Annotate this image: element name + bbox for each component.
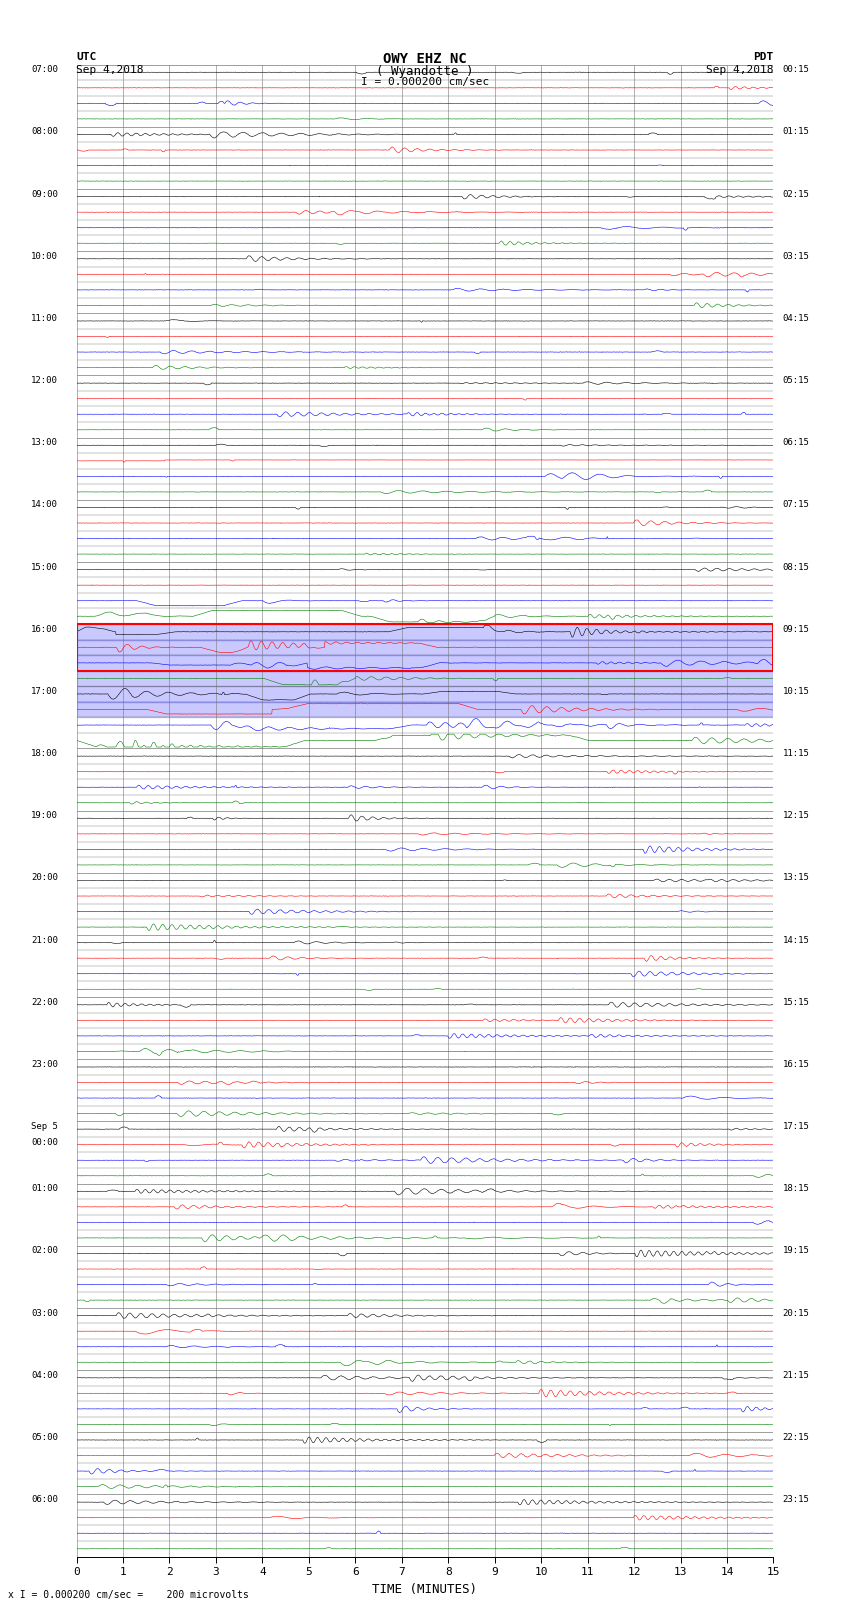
Text: 04:15: 04:15 xyxy=(783,315,810,323)
Text: 06:00: 06:00 xyxy=(31,1495,58,1505)
Text: 05:15: 05:15 xyxy=(783,376,810,386)
Text: Sep 4,2018: Sep 4,2018 xyxy=(706,65,774,74)
Text: 02:15: 02:15 xyxy=(783,190,810,198)
Bar xyxy=(76,640,774,655)
Text: 04:00: 04:00 xyxy=(31,1371,58,1379)
Text: 23:00: 23:00 xyxy=(31,1060,58,1069)
Text: 08:00: 08:00 xyxy=(31,127,58,137)
Text: 08:15: 08:15 xyxy=(783,563,810,571)
Text: 18:00: 18:00 xyxy=(31,748,58,758)
Text: 09:00: 09:00 xyxy=(31,190,58,198)
Text: 10:15: 10:15 xyxy=(783,687,810,695)
Text: 13:00: 13:00 xyxy=(31,439,58,447)
Text: x I = 0.000200 cm/sec =    200 microvolts: x I = 0.000200 cm/sec = 200 microvolts xyxy=(8,1590,249,1600)
Text: 02:00: 02:00 xyxy=(31,1247,58,1255)
Bar xyxy=(76,624,774,671)
Text: OWY EHZ NC: OWY EHZ NC xyxy=(383,52,467,66)
Text: 23:15: 23:15 xyxy=(783,1495,810,1505)
Text: 21:15: 21:15 xyxy=(783,1371,810,1379)
Text: 20:15: 20:15 xyxy=(783,1308,810,1318)
Text: 21:00: 21:00 xyxy=(31,936,58,945)
Text: PDT: PDT xyxy=(753,52,774,61)
Text: 18:15: 18:15 xyxy=(783,1184,810,1194)
Text: 11:15: 11:15 xyxy=(783,748,810,758)
Text: 16:00: 16:00 xyxy=(31,624,58,634)
Text: ( Wyandotte ): ( Wyandotte ) xyxy=(377,65,473,77)
Text: 15:00: 15:00 xyxy=(31,563,58,571)
Bar xyxy=(76,624,774,640)
Text: 19:15: 19:15 xyxy=(783,1247,810,1255)
Text: 10:00: 10:00 xyxy=(31,252,58,261)
Text: 09:15: 09:15 xyxy=(783,624,810,634)
Text: 17:15: 17:15 xyxy=(783,1123,810,1131)
Text: 16:15: 16:15 xyxy=(783,1060,810,1069)
Bar xyxy=(76,686,774,702)
X-axis label: TIME (MINUTES): TIME (MINUTES) xyxy=(372,1582,478,1595)
Text: 14:00: 14:00 xyxy=(31,500,58,510)
Text: 22:15: 22:15 xyxy=(783,1432,810,1442)
Text: 01:00: 01:00 xyxy=(31,1184,58,1194)
Text: 13:15: 13:15 xyxy=(783,874,810,882)
Text: 17:00: 17:00 xyxy=(31,687,58,695)
Text: 00:15: 00:15 xyxy=(783,65,810,74)
Text: 05:00: 05:00 xyxy=(31,1432,58,1442)
Text: 01:15: 01:15 xyxy=(783,127,810,137)
Text: 12:15: 12:15 xyxy=(783,811,810,821)
Text: Sep 5: Sep 5 xyxy=(31,1123,58,1131)
Text: 11:00: 11:00 xyxy=(31,315,58,323)
Bar xyxy=(76,702,774,718)
Text: 03:15: 03:15 xyxy=(783,252,810,261)
Text: I = 0.000200 cm/sec: I = 0.000200 cm/sec xyxy=(361,77,489,87)
Text: 07:00: 07:00 xyxy=(31,65,58,74)
Text: 03:00: 03:00 xyxy=(31,1308,58,1318)
Text: UTC: UTC xyxy=(76,52,97,61)
Text: 20:00: 20:00 xyxy=(31,874,58,882)
Bar xyxy=(76,671,774,686)
Text: Sep 4,2018: Sep 4,2018 xyxy=(76,65,144,74)
Text: 19:00: 19:00 xyxy=(31,811,58,821)
Text: 15:15: 15:15 xyxy=(783,998,810,1007)
Text: 12:00: 12:00 xyxy=(31,376,58,386)
Text: 07:15: 07:15 xyxy=(783,500,810,510)
Text: 22:00: 22:00 xyxy=(31,998,58,1007)
Bar xyxy=(76,655,774,671)
Text: 06:15: 06:15 xyxy=(783,439,810,447)
Text: 14:15: 14:15 xyxy=(783,936,810,945)
Text: 00:00: 00:00 xyxy=(31,1137,58,1147)
